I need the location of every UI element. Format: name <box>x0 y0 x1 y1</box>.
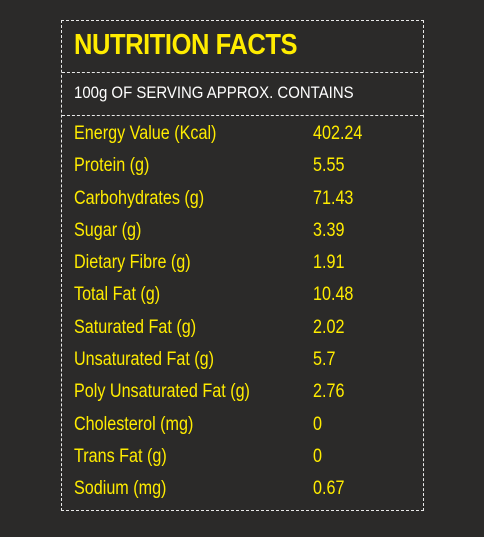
nutrient-label: Unsaturated Fat (g) <box>74 349 215 371</box>
nutrition-table-frame: NUTRITION FACTS 100g OF SERVING APPROX. … <box>61 20 424 511</box>
nutrition-title: NUTRITION FACTS <box>74 29 298 61</box>
nutrient-row-unsaturated-fat: Unsaturated Fat (g) 5.7 <box>62 346 423 378</box>
nutrient-label: Poly Unsaturated Fat (g) <box>74 381 250 403</box>
nutrient-value: 0 <box>313 413 322 435</box>
nutrient-row-trans-fat: Trans Fat (g) 0 <box>62 443 423 475</box>
nutrient-value: 2.76 <box>313 381 345 403</box>
nutrient-value: 0 <box>313 445 322 467</box>
nutrient-value: 5.7 <box>313 349 336 371</box>
serving-size-text: 100g OF SERVING APPROX. CONTAINS <box>74 83 354 102</box>
nutrient-row-protein: Protein (g) 5.55 <box>62 152 423 184</box>
nutrient-label: Saturated Fat (g) <box>74 316 197 338</box>
nutrient-row-sodium: Sodium (mg) 0.67 <box>62 475 423 507</box>
nutrient-row-saturated-fat: Saturated Fat (g) 2.02 <box>62 314 423 346</box>
nutrient-label: Total Fat (g) <box>74 284 161 306</box>
nutrient-value: 10.48 <box>313 284 354 306</box>
nutrient-row-poly-unsaturated-fat: Poly Unsaturated Fat (g) 2.76 <box>62 378 423 410</box>
nutrient-label: Dietary Fibre (g) <box>74 252 191 274</box>
nutrient-value: 2.02 <box>313 316 345 338</box>
title-row: NUTRITION FACTS <box>62 21 423 73</box>
serving-row: 100g OF SERVING APPROX. CONTAINS <box>62 73 423 116</box>
nutrient-value: 1.91 <box>313 252 345 274</box>
nutrient-row-cholesterol: Cholesterol (mg) 0 <box>62 411 423 443</box>
nutrient-label: Sugar (g) <box>74 219 142 241</box>
nutrient-label: Sodium (mg) <box>74 478 167 500</box>
nutrient-value: 71.43 <box>313 187 354 209</box>
nutrient-value: 402.24 <box>313 123 363 144</box>
nutrient-row-energy: Energy Value (Kcal) 402.24 <box>62 120 423 152</box>
nutrient-row-dietary-fibre: Dietary Fibre (g) 1.91 <box>62 249 423 281</box>
nutrient-label: Trans Fat (g) <box>74 445 167 467</box>
nutrient-value: 0.67 <box>313 478 345 500</box>
nutrient-label: Cholesterol (mg) <box>74 413 194 435</box>
nutrient-row-sugar: Sugar (g) 3.39 <box>62 217 423 249</box>
nutrient-label: Energy Value (Kcal) <box>74 123 217 144</box>
nutrient-row-carbohydrates: Carbohydrates (g) 71.43 <box>62 185 423 217</box>
nutrient-row-total-fat: Total Fat (g) 10.48 <box>62 281 423 313</box>
nutrient-list: Energy Value (Kcal) 402.24 Protein (g) 5… <box>62 120 423 508</box>
nutrient-value: 5.55 <box>313 155 345 177</box>
nutrient-value: 3.39 <box>313 219 345 241</box>
nutrient-label: Protein (g) <box>74 155 150 177</box>
nutrient-label: Carbohydrates (g) <box>74 187 205 209</box>
